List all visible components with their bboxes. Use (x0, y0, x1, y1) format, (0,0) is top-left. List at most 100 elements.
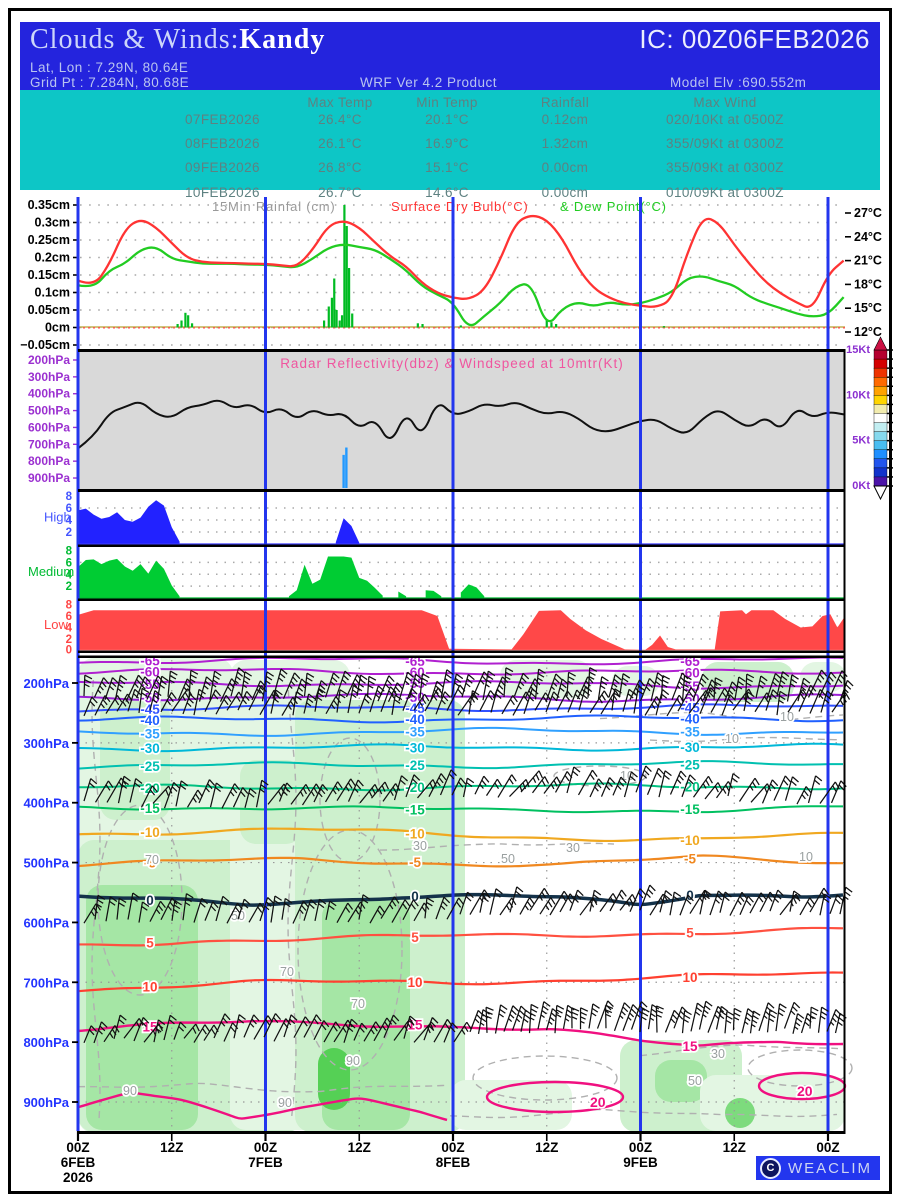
contour-label: 0 (411, 889, 419, 904)
contour-label: -5 (684, 852, 696, 867)
rain-axis-tick: 0.15cm (28, 268, 70, 282)
table-row: 08FEB2026 26.1°C 16.9°C 1.32cm 355/09Kt at 0… (20, 136, 880, 156)
temp-contour--50 (77, 692, 844, 703)
cell-min-temp: 20.1°C (425, 112, 469, 127)
contour-label: -15 (680, 802, 700, 817)
rain-bar (322, 320, 326, 328)
contour-label: 10 (682, 970, 697, 985)
contour-label: 5 (411, 930, 419, 945)
cloud-panel-label: Medium (28, 564, 74, 579)
pressure-axis-tick: 300hPa (28, 370, 70, 384)
rain-bar (176, 324, 179, 328)
humidity-shading (725, 1098, 755, 1128)
humidity-label: 70 (145, 853, 159, 867)
rain-bar (459, 325, 462, 328)
cell-max-wind: 010/09Kt at 0300Z (666, 184, 784, 200)
pressure-axis-tick: 300hPa (23, 736, 69, 751)
col-min-temp: Min Temp (416, 95, 478, 110)
rain-axis-tick: 0.05cm (28, 303, 70, 317)
temp-axis-tick: 15°C (854, 301, 882, 315)
time-tick: 12Z (160, 1140, 183, 1155)
humidity-label: 10 (799, 850, 813, 864)
contour-label: -15 (140, 801, 160, 816)
rain-bar (416, 323, 419, 328)
humidity-shading (318, 1048, 350, 1110)
pressure-axis: 200hPa 300hPa 400hPa 500hPa 600hPa 700hPa 800h… (23, 676, 78, 1110)
humidity-shading (500, 660, 592, 698)
cell-max-temp: 26.8°C (318, 160, 362, 176)
contour-label: -25 (140, 759, 160, 774)
humidity-label: 30 (413, 839, 427, 853)
humidity-label: 50 (501, 852, 515, 866)
time-tick: 00Z (441, 1140, 464, 1155)
rain-bar (343, 205, 346, 328)
humidity-label: 50 (688, 1074, 702, 1088)
temp-contour--60 (77, 667, 844, 676)
kt-axis-tick: 15Kt (846, 344, 870, 356)
cloud-axis-tick: 6 (66, 557, 72, 569)
cloud-panel-label: High (44, 510, 71, 525)
time-tick: 00Z (629, 1140, 652, 1155)
temp-axis-tick: 18°C (854, 277, 882, 291)
temp-contour--10 (77, 827, 844, 843)
rain-axis-tick: 0.2cm (35, 251, 70, 265)
time-tick: 12Z (348, 1140, 371, 1155)
temp-contour-0 (77, 892, 844, 907)
cell-min-temp: 14.6°C (425, 184, 469, 200)
pressure-axis-tick: 400hPa (28, 387, 70, 401)
cloud-axis-tick: 8 (66, 600, 73, 612)
pressure-axis-tick: 900hPa (23, 1095, 69, 1110)
cloud-axis-tick: 4 (66, 623, 73, 635)
cell-rainfall: 0.00cm (541, 184, 589, 200)
date-tick: 8FEB (436, 1155, 471, 1170)
header-banner: Clouds & Winds:Kandy IC: 00Z06FEB2026 La… (20, 22, 880, 90)
rain-bar (187, 315, 190, 328)
dry_bulb_c-line (77, 214, 845, 308)
rain-axis-tick: 0.1cm (35, 286, 70, 300)
contour-label: -20 (680, 779, 700, 794)
cloud-axis-tick: 2 (66, 527, 72, 539)
contour-label: -20 (140, 781, 160, 796)
pressure-axis-tick: 900hPa (28, 471, 70, 485)
contour-label: -5 (144, 856, 156, 871)
cell-rainfall: 1.32cm (541, 136, 589, 152)
cloud-panel-label: Low (44, 617, 68, 632)
cell-max-wind: 355/09Kt at 0300Z (666, 136, 784, 152)
pressure-axis-tick: 500hPa (23, 856, 69, 871)
col-max-wind: Max Wind (693, 95, 757, 110)
time-tick: 12Z (535, 1140, 558, 1155)
rain-axis-tick: 0.3cm (35, 216, 70, 230)
cell-max-wind: 020/10Kt at 0500Z (666, 112, 784, 127)
cell-max-temp: 26.4°C (318, 112, 362, 127)
contour-label: 15 (682, 1039, 698, 1054)
pressure-axis-tick: 700hPa (28, 437, 70, 451)
radar-panel: 200hPa 300hPa 400hPa 500hPa 600hPa 700hPa 800h… (28, 352, 845, 489)
humidity-shading (800, 662, 846, 692)
rain-temp-panel: 0.35cm 0.3cm 0.25cm 0.2cm 0.15cm 0.1cm 0.05cm 0… (20, 198, 882, 352)
rain-bar (351, 313, 354, 328)
humidity-label: 90 (346, 1054, 360, 1068)
contour-label: 15 (142, 1020, 158, 1035)
rain-axis-tick: 0cm (45, 321, 70, 335)
humidity-shading (655, 1060, 707, 1102)
weaclim-logo: C WEACLIM (756, 1156, 880, 1180)
contour-label: -15 (405, 802, 425, 817)
rain-bar (338, 320, 341, 328)
contour-label: 0 (686, 888, 694, 903)
contour-label: -35 (405, 725, 425, 740)
cell-date: 09FEB2026 (185, 160, 260, 176)
rain-bar (550, 322, 553, 328)
pressure-axis-tick: 400hPa (23, 796, 69, 811)
day-separator-lines (76, 197, 830, 1131)
rain-axis-tick: 0.35cm (28, 198, 70, 212)
rain-bar (333, 278, 336, 328)
temp-contour-10 (77, 971, 844, 993)
panel-title-part: & Dew Point(°C) (560, 199, 667, 214)
high-cloud-area (78, 500, 180, 544)
date-tick: 6FEB (61, 1155, 96, 1170)
humidity-label: 10 (620, 769, 634, 783)
contour-label: 5 (686, 925, 694, 940)
cloud-axis-tick: 8 (66, 491, 73, 503)
temp-contour--5 (77, 854, 844, 868)
